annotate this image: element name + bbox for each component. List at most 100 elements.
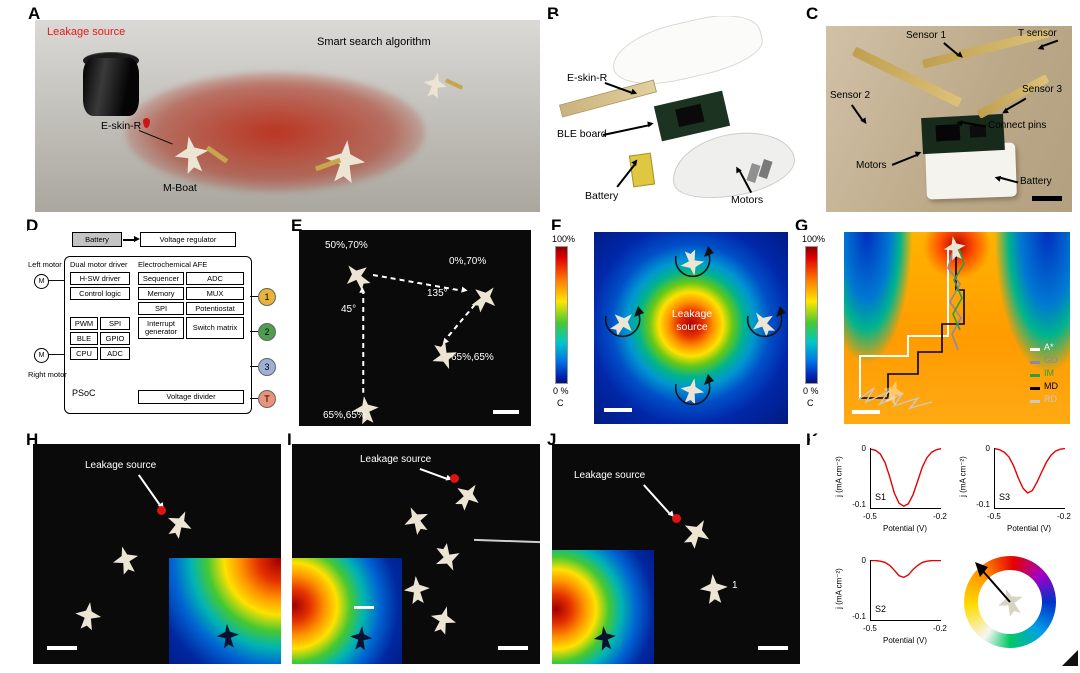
plot-s3-curve bbox=[994, 447, 1066, 494]
motors-label: Motors bbox=[856, 160, 887, 171]
block-control-logic: Control logic bbox=[70, 287, 130, 300]
boat bbox=[338, 257, 377, 297]
motors-label: Motors bbox=[731, 194, 764, 206]
block-battery: Battery bbox=[72, 232, 122, 247]
block-cpu: CPU bbox=[70, 347, 98, 360]
waypoint-label: 50%,70% bbox=[325, 240, 368, 251]
block-ble-text: BLE bbox=[76, 333, 92, 343]
legend-swatch-gd bbox=[1030, 361, 1040, 364]
plot-s2-ytick-1: -0.1 bbox=[852, 612, 866, 621]
block-spi-afe: SPI bbox=[138, 302, 184, 315]
afe-label: Electrochemical AFE bbox=[138, 260, 208, 269]
panel-i-photo: Leakage source bbox=[292, 444, 540, 664]
algorithm-label: Smart search algorithm bbox=[317, 36, 431, 48]
boat bbox=[464, 279, 503, 319]
oil-drop-icon bbox=[143, 118, 150, 128]
left-motor-icon-text: M bbox=[38, 278, 45, 285]
plot-s1-series-label: S1 bbox=[875, 492, 887, 502]
boat bbox=[399, 502, 435, 540]
panel-label-a: A bbox=[28, 4, 41, 23]
battery-label: Battery bbox=[585, 190, 619, 202]
colorbar-unit-label: C bbox=[807, 398, 814, 408]
electrode-badge-3: 3 bbox=[258, 358, 276, 376]
panel-label-e: E bbox=[291, 216, 303, 235]
boat-silhouette bbox=[216, 623, 240, 651]
plot-s1-xtick-0: -0.5 bbox=[863, 512, 877, 521]
block-switch-matrix-text: Switch matrix bbox=[192, 323, 238, 333]
block-potentiostat: Potentiostat bbox=[186, 302, 244, 315]
plot-s2-curve bbox=[871, 559, 941, 579]
sensor-strip bbox=[976, 74, 1050, 119]
block-control-logic-text: Control logic bbox=[79, 288, 121, 298]
concentration-inset bbox=[552, 550, 654, 664]
plot-s3-xtick-1: -0.2 bbox=[1057, 512, 1071, 521]
psoc-outline bbox=[64, 256, 252, 414]
electrode-wire-2 bbox=[250, 331, 258, 333]
leakage-dot bbox=[450, 474, 459, 483]
boat-silhouette bbox=[349, 625, 373, 653]
panel-label-f: F bbox=[551, 216, 562, 235]
waypoint-label: 65%,65% bbox=[323, 410, 366, 421]
motors-arrow bbox=[891, 154, 917, 166]
plot-s1-ylabel: j (mA cm⁻²) bbox=[834, 456, 844, 497]
legend-md: MD bbox=[1044, 381, 1058, 391]
boat bbox=[699, 573, 730, 607]
block-voltage-regulator: Voltage regulator bbox=[140, 232, 236, 247]
electrode-badge-2-text: 2 bbox=[264, 327, 270, 337]
ble-board bbox=[653, 90, 731, 142]
electrode-badge-t-text: T bbox=[264, 394, 270, 404]
legend-swatch-rd bbox=[1030, 400, 1040, 403]
panel-label-i: I bbox=[287, 430, 292, 449]
legend-swatch-astar bbox=[1030, 348, 1040, 351]
plot-s2-xlabel: Potential (V) bbox=[882, 636, 928, 645]
plot-s1-ytick-0: 0 bbox=[861, 444, 866, 453]
angle-label: 135° bbox=[427, 288, 448, 299]
psoc-label: PSoC bbox=[72, 388, 96, 398]
plot-s3-ylabel: j (mA cm⁻²) bbox=[958, 456, 968, 497]
panel-j-photo: Leakage source 1 bbox=[552, 444, 800, 664]
battery-to-regulator-arrow bbox=[123, 236, 140, 242]
angle-label: 45° bbox=[341, 304, 357, 315]
scale-bar bbox=[604, 408, 632, 412]
battery-block bbox=[628, 152, 656, 188]
colorbar bbox=[555, 246, 568, 384]
plot-s2-ylabel: j (mA cm⁻²) bbox=[834, 568, 844, 609]
right-motor-label: Right motor bbox=[28, 370, 67, 379]
block-pwm: PWM bbox=[70, 317, 98, 330]
leakage-source-label: Leakage source bbox=[85, 460, 157, 471]
boat bbox=[110, 543, 143, 579]
block-voltage-regulator-text: Voltage regulator bbox=[159, 234, 217, 244]
path-arrow-right bbox=[372, 274, 462, 292]
waypoint-label: 0%,70% bbox=[449, 256, 487, 267]
block-adc-text: ADC bbox=[107, 348, 123, 358]
concentration-inset bbox=[292, 558, 402, 664]
right-motor-icon: M bbox=[34, 348, 49, 363]
t-sensor-arrow bbox=[1042, 40, 1059, 47]
block-sequencer: Sequencer bbox=[138, 272, 184, 285]
block-switch-matrix: Switch matrix bbox=[186, 317, 244, 339]
plot-s2-series-label: S2 bbox=[875, 604, 887, 614]
electrode-badge-1-text: 1 bbox=[264, 292, 270, 302]
block-gpio: GPIO bbox=[100, 332, 130, 345]
panel-k-plots: j (mA cm⁻²) 0 -0.1 S1 -0.5 -0.2 Potentia… bbox=[810, 436, 1078, 670]
boat bbox=[161, 506, 197, 544]
plot-s3-xlabel: Potential (V) bbox=[1006, 524, 1052, 533]
plot-s1: j (mA cm⁻²) 0 -0.1 S1 -0.5 -0.2 Potentia… bbox=[830, 442, 954, 538]
ble-chip bbox=[675, 103, 705, 128]
colorbar-min-label: 0 % bbox=[553, 386, 569, 396]
chip bbox=[935, 124, 961, 142]
block-adc-afe-text: ADC bbox=[207, 273, 223, 283]
boat bbox=[429, 538, 465, 576]
scale-bar bbox=[498, 646, 528, 650]
battery-label: Battery bbox=[1020, 176, 1052, 187]
simulation-heatmap: Leakage source bbox=[594, 232, 788, 424]
sensor2-arrow bbox=[851, 104, 863, 120]
colorbar-max-label: 100% bbox=[802, 234, 826, 244]
legend-swatch-md bbox=[1030, 387, 1040, 390]
injection-tube bbox=[473, 538, 540, 544]
plot-s2-ytick-0: 0 bbox=[861, 556, 866, 565]
t-sensor-label: T sensor bbox=[1018, 28, 1057, 39]
plot-s3-axes: S3 bbox=[994, 447, 1066, 509]
block-sequencer-text: Sequencer bbox=[142, 273, 180, 283]
electrode-wire-1 bbox=[250, 296, 258, 298]
